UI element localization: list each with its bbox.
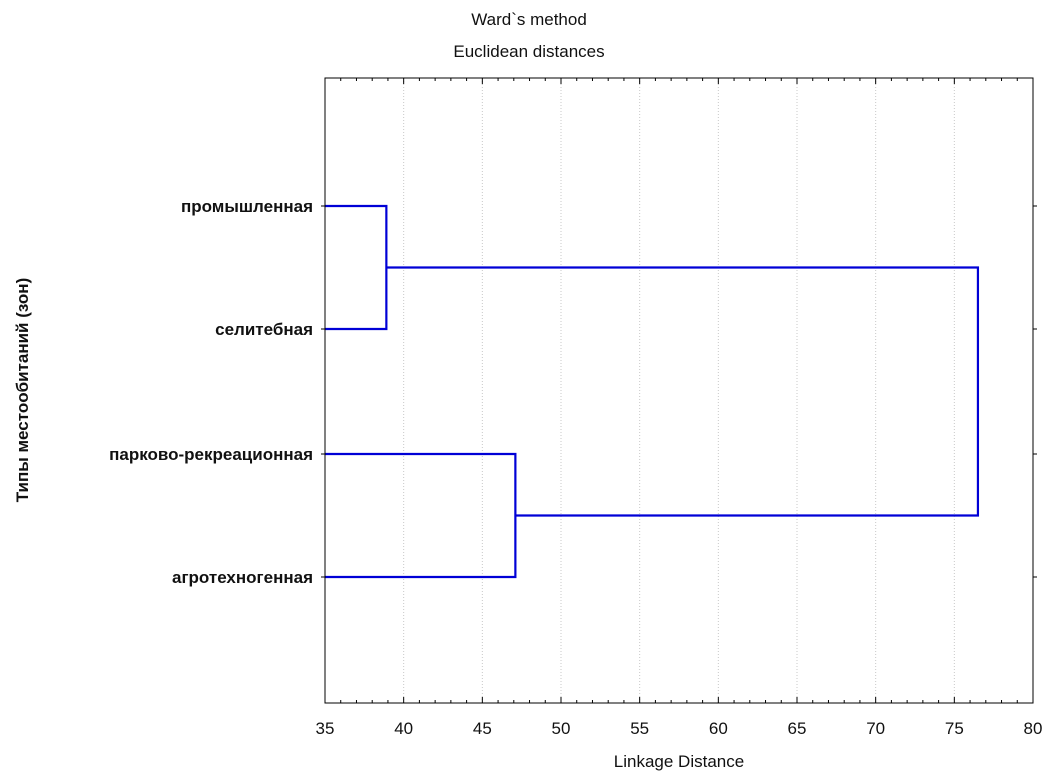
- link-cluster-2: [325, 452, 517, 579]
- x-tick-label: 60: [709, 719, 728, 738]
- grid-lines: [403, 78, 955, 703]
- x-tick-label: 40: [394, 719, 413, 738]
- dendrogram-links: [325, 204, 980, 579]
- x-tick-label: 35: [316, 719, 335, 738]
- chart-subtitle: Euclidean distances: [453, 42, 604, 61]
- y-axis-label: Типы местообитаний (зон): [13, 278, 32, 502]
- leaf-label: агротехногенная: [172, 568, 313, 587]
- x-tick-labels: 35 40 45 50 55 60 65 70 75 80: [316, 719, 1043, 738]
- leaf-labels: промышленная селитебная парково-рекреацион…: [109, 197, 313, 587]
- x-tick-label: 70: [866, 719, 885, 738]
- leaf-label: селитебная: [215, 320, 313, 339]
- leaf-label: парково-рекреационная: [109, 445, 313, 464]
- x-axis-label: Linkage Distance: [614, 752, 744, 771]
- x-tick-label: 50: [552, 719, 571, 738]
- x-tick-label: 80: [1024, 719, 1043, 738]
- leaf-label: промышленная: [181, 197, 313, 216]
- x-tick-label: 75: [945, 719, 964, 738]
- link-root: [386, 266, 980, 517]
- x-tick-label: 65: [788, 719, 807, 738]
- x-tick-label: 55: [630, 719, 649, 738]
- chart-title: Ward`s method: [471, 10, 587, 29]
- x-tick-label: 45: [473, 719, 492, 738]
- link-cluster-1: [325, 204, 388, 331]
- axis-ticks: [321, 78, 1037, 703]
- plot-frame: [324, 77, 1034, 704]
